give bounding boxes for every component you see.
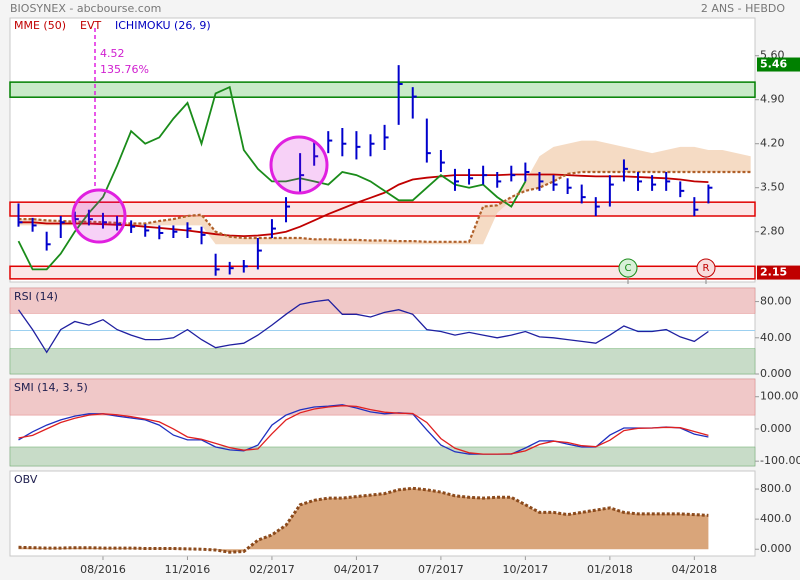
indicator-line — [17, 299, 709, 354]
y-tick-label: 0.000 — [760, 542, 792, 555]
price-label: 2.15 — [760, 266, 787, 279]
obv-line — [18, 486, 709, 554]
y-tick-label: 80.00 — [760, 295, 792, 308]
y-tick-label: 100.00 — [760, 390, 799, 403]
x-tick-label: 04/2018 — [671, 563, 717, 576]
event-label: 4.52 — [100, 47, 125, 60]
x-tick-label: 04/2017 — [334, 563, 380, 576]
overbought-zone — [9, 287, 756, 314]
price-zone — [9, 265, 756, 280]
x-tick-label: 07/2017 — [418, 563, 464, 576]
y-tick-label: 400.0 — [760, 512, 792, 525]
y-tick-label: 3.50 — [760, 181, 785, 194]
panel-title: SMI (14, 3, 5) — [14, 381, 88, 394]
signal-marker — [696, 258, 716, 278]
indicator-line — [18, 405, 709, 455]
price-zone — [9, 81, 756, 98]
overbought-zone — [9, 378, 756, 416]
panel-title: RSI (14) — [14, 290, 58, 303]
oversold-zone — [9, 348, 756, 375]
y-tick-label: 800.0 — [760, 482, 792, 495]
ichimoku-cloud — [18, 140, 751, 245]
oversold-zone — [9, 446, 756, 467]
highlight-circle — [71, 188, 127, 244]
y-tick-label: 40.00 — [760, 331, 792, 344]
panel-title: OBV — [14, 473, 38, 486]
highlight-circle — [269, 135, 329, 195]
x-tick-label: 08/2016 — [80, 563, 126, 576]
price-label: 5.46 — [760, 58, 787, 71]
chart-subtitle: 2 ANS - HEBDO — [701, 2, 785, 15]
x-tick-label: 11/2016 — [165, 563, 211, 576]
chart-title: BIOSYNEX - abcbourse.com — [10, 2, 161, 15]
x-tick-label: 10/2017 — [503, 563, 549, 576]
indicator-label: ICHIMOKU (26, 9) — [115, 19, 211, 32]
y-tick-label: -100.00 — [760, 454, 800, 467]
x-tick-label: 01/2018 — [587, 563, 633, 576]
price-label-box — [757, 57, 800, 72]
y-tick-label: 0.000 — [760, 367, 792, 380]
y-tick-label: 0.000 — [760, 422, 792, 435]
overlay: 4.52 135.76% C R — [71, 28, 716, 284]
indicator-line — [17, 85, 527, 271]
price-label-box — [757, 265, 800, 280]
y-tick-label: 2.80 — [760, 225, 785, 238]
signal-label: C — [625, 263, 632, 274]
price-zone — [9, 201, 756, 217]
indicator-line — [18, 170, 751, 243]
x-tick-label: 02/2017 — [249, 563, 295, 576]
y-tick-label: 4.20 — [760, 137, 785, 150]
y-tick-label: 4.90 — [760, 93, 785, 106]
obv-area — [18, 488, 709, 553]
event-label: 135.76% — [100, 63, 149, 76]
signal-marker — [618, 258, 638, 278]
signal-label: R — [703, 263, 710, 274]
indicator-line — [18, 173, 709, 238]
indicator-label: EVT — [80, 19, 101, 32]
indicator-label: MME (50) — [14, 19, 66, 32]
